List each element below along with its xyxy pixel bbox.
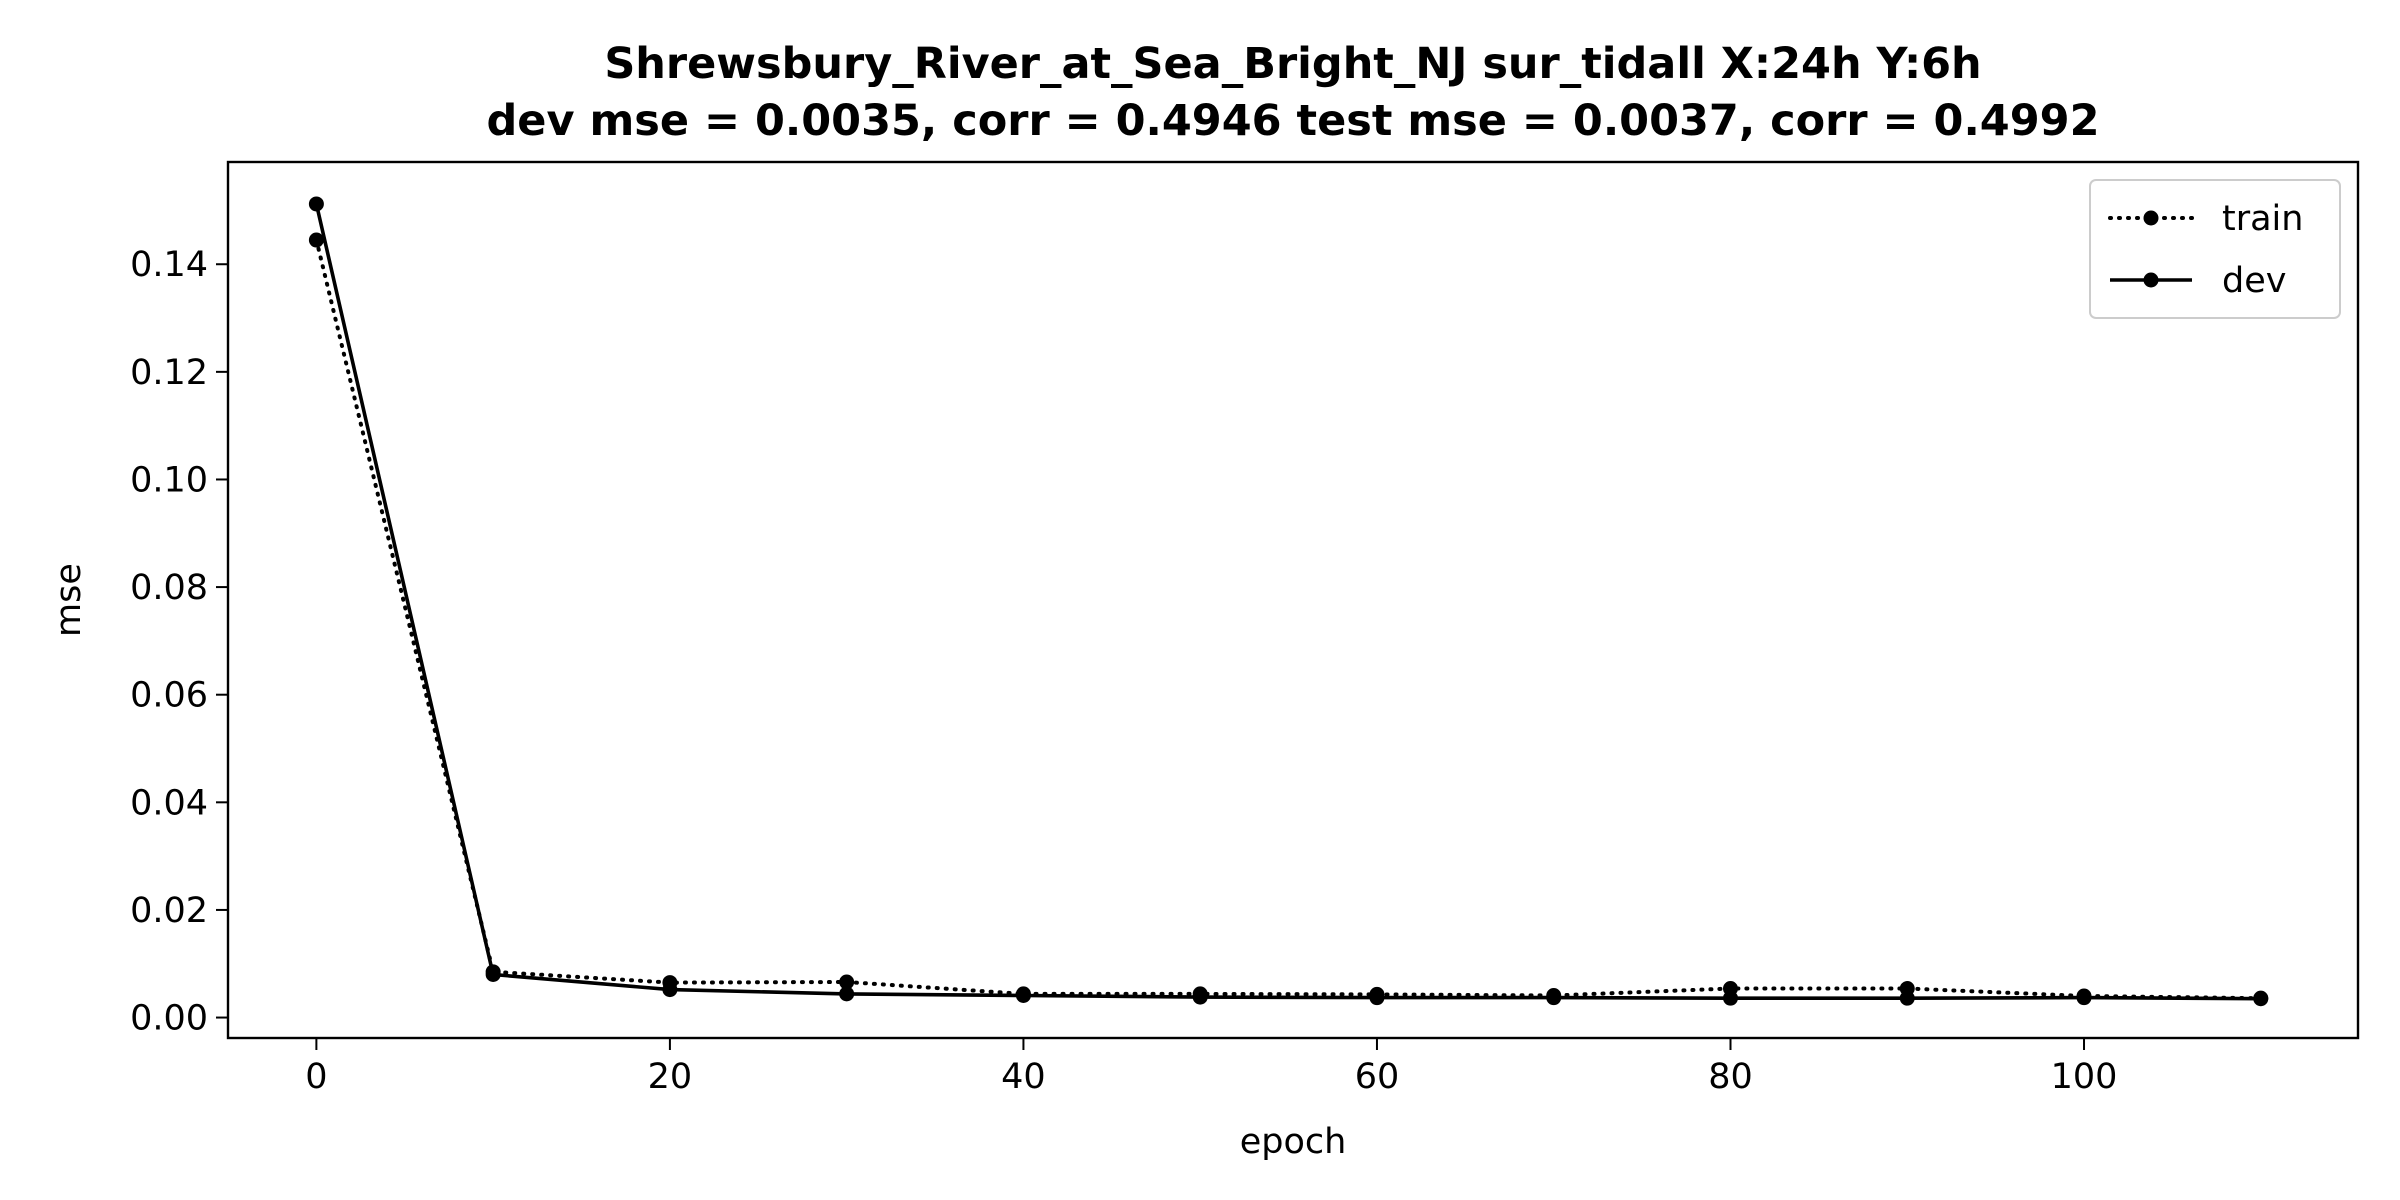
x-tick-label: 0 — [305, 1057, 327, 1097]
y-tick-label: 0.08 — [130, 568, 208, 608]
data-point-dev — [662, 982, 678, 998]
data-point-dev — [1722, 990, 1738, 1006]
data-point-dev — [839, 986, 855, 1002]
y-tick-label: 0.00 — [130, 999, 208, 1039]
data-point-dev — [1192, 989, 1208, 1005]
series-line-train — [314, 238, 2263, 1001]
y-axis-ticks: 0.00 0.02 0.04 0.06 0.08 0.10 0.12 0.14 — [130, 245, 228, 1039]
legend-label-dev: dev — [2222, 261, 2286, 301]
series-line-dev — [314, 203, 2261, 1001]
data-point-dev — [2076, 990, 2092, 1006]
data-point-train — [308, 232, 324, 248]
plot-area-frame — [226, 160, 2360, 1040]
data-point-dev — [485, 967, 501, 983]
y-tick-label: 0.12 — [130, 353, 208, 393]
data-point-dev — [1015, 987, 1031, 1003]
data-point-dev — [1369, 990, 1385, 1006]
legend-marker-train — [2143, 210, 2159, 226]
x-tick-label: 100 — [2051, 1057, 2118, 1097]
series-layer — [308, 196, 2269, 1007]
y-tick-label: 0.10 — [130, 460, 208, 500]
legend-marker-dev — [2143, 272, 2159, 288]
y-axis-label: mse — [49, 563, 89, 637]
y-tick-label: 0.02 — [130, 891, 208, 931]
y-tick-label: 0.14 — [130, 245, 208, 285]
x-axis-ticks: 0 20 40 60 80 100 — [305, 1038, 2117, 1097]
x-tick-label: 60 — [1355, 1057, 1400, 1097]
x-axis-label: epoch — [1240, 1122, 1347, 1162]
x-tick-label: 80 — [1708, 1057, 1753, 1097]
x-tick-label: 20 — [648, 1057, 693, 1097]
data-point-train — [839, 974, 855, 990]
chart-subtitle: dev mse = 0.0035, corr = 0.4946 test mse… — [487, 96, 2100, 146]
chart-title: Shrewsbury_River_at_Sea_Bright_NJ sur_ti… — [604, 39, 1981, 89]
legend-label-train: train — [2222, 199, 2303, 239]
x-tick-label: 40 — [1001, 1057, 1046, 1097]
data-point-dev — [308, 196, 324, 212]
y-tick-label: 0.04 — [130, 783, 208, 823]
data-point-dev — [2253, 991, 2269, 1007]
data-point-dev — [1546, 990, 1562, 1006]
y-tick-label: 0.06 — [130, 676, 208, 716]
legend: train dev — [2089, 179, 2341, 319]
data-point-dev — [1899, 990, 1915, 1006]
